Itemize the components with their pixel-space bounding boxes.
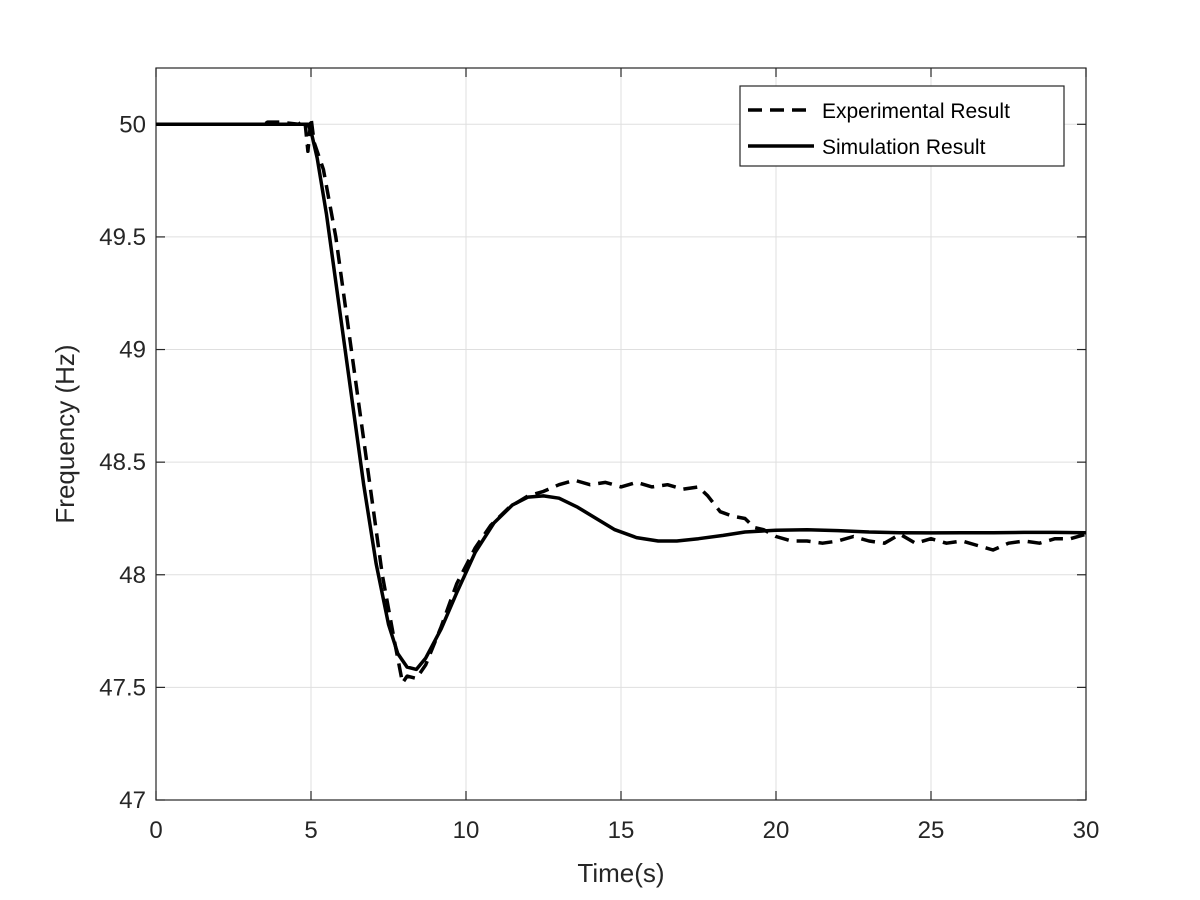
legend: Experimental Result Simulation Result <box>739 85 1065 167</box>
y-tick-label: 49.5 <box>99 224 146 251</box>
y-tick-label: 47 <box>119 787 146 814</box>
x-tick-label: 30 <box>1073 817 1100 844</box>
y-tick-label: 48 <box>119 562 146 589</box>
tick-labels: 0 5 10 15 20 25 30 47 47.5 48 48.5 49 49.5 50 <box>99 111 1099 844</box>
y-tick-label: 48.5 <box>99 449 146 476</box>
series-line-experimental <box>156 115 1087 685</box>
x-tick-label: 15 <box>608 817 635 844</box>
y-tick-label: 50 <box>119 111 146 138</box>
x-axis-label: Time(s) <box>577 858 664 888</box>
x-tick-label: 25 <box>918 817 945 844</box>
series-lines <box>156 115 1087 685</box>
y-axis-label: Frequency (Hz) <box>50 344 80 523</box>
x-tick-label: 5 <box>304 817 317 844</box>
legend-label-experimental: Experimental Result <box>822 100 1010 123</box>
y-tick-label: 49 <box>119 337 146 364</box>
x-tick-label: 20 <box>763 817 790 844</box>
series-line-simulation <box>156 122 1087 672</box>
x-tick-label: 0 <box>149 817 162 844</box>
legend-box <box>739 85 1065 167</box>
legend-label-simulation: Simulation Result <box>822 136 986 159</box>
x-tick-label: 10 <box>453 817 480 844</box>
y-tick-label: 47.5 <box>99 674 146 701</box>
